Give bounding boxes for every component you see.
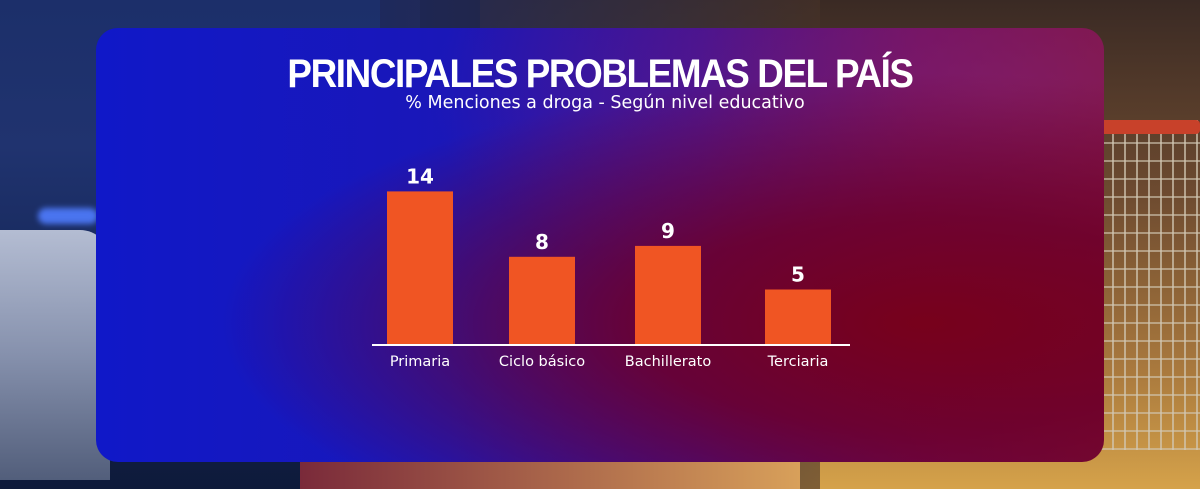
- category-label: Terciaria: [767, 354, 829, 370]
- category-label: Bachillerato: [625, 354, 712, 370]
- category-label: Primaria: [390, 354, 450, 370]
- category-label: Ciclo básico: [499, 354, 585, 370]
- chart-title: PRINCIPALES PROBLEMAS DEL PAÍS: [287, 52, 914, 96]
- data-label: 8: [535, 230, 549, 254]
- data-label: 14: [406, 164, 434, 188]
- shopping-cart-handle-image: [1100, 120, 1200, 134]
- shopping-cart-image: [1096, 120, 1200, 450]
- bar-terciaria: [765, 289, 831, 344]
- bar-primaria: [387, 191, 453, 344]
- bar-ciclo-básico: [509, 256, 575, 344]
- chart-subtitle: % Menciones a droga - Según nivel educat…: [405, 93, 805, 113]
- bar-bachillerato: [635, 245, 701, 344]
- chart-panel: [96, 28, 1104, 462]
- bars-group: 14 Primaria 8 Ciclo básico 9 Bachillerato 5 Ter…: [387, 164, 831, 370]
- police-light-image: [38, 208, 98, 224]
- data-label: 5: [791, 263, 805, 287]
- data-label: 9: [661, 219, 675, 243]
- police-car-image: [0, 230, 110, 480]
